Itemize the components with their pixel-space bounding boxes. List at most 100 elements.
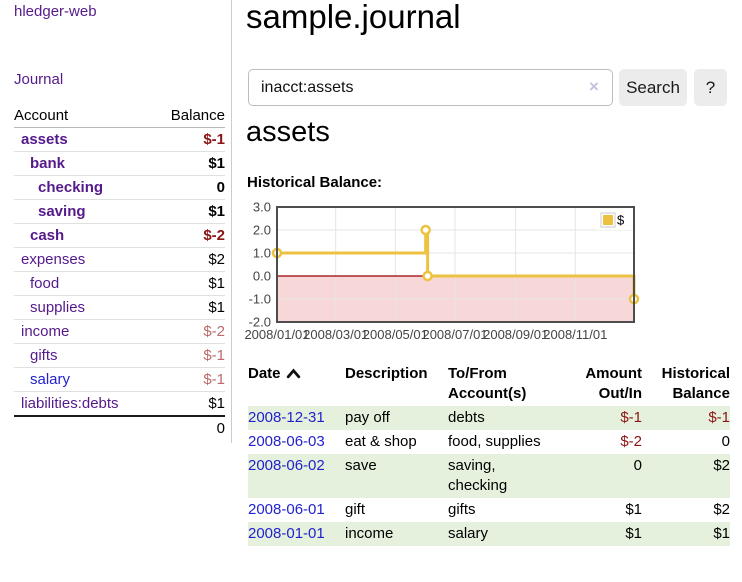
register-accounts-cell: debts — [448, 409, 485, 426]
y-axis-tick-label: 2.0 — [253, 223, 271, 238]
register-table: Date Description To/From Account(s) Amou… — [248, 363, 730, 546]
account-balance: $1 — [152, 151, 225, 176]
page-title: sample.journal — [246, 0, 461, 35]
register-accounts-cell: saving, checking — [448, 457, 508, 494]
app-title-link[interactable]: hledger-web — [14, 3, 97, 20]
account-link[interactable]: cash — [30, 227, 65, 244]
register-description-cell: save — [345, 457, 377, 474]
register-amount-cell: $-1 — [620, 409, 642, 426]
account-row: saving $1 — [14, 199, 225, 224]
register-date-cell: 2008-12-31 — [248, 406, 345, 430]
account-balance: $1 — [152, 271, 225, 296]
transaction-date-link[interactable]: 2008-01-01 — [248, 525, 325, 542]
transaction-date-link[interactable]: 2008-12-31 — [248, 409, 325, 426]
x-axis-tick-label: 2008/11/01 — [543, 327, 607, 342]
accounts-header-row: Account Balance — [14, 104, 225, 128]
account-balance: $-1 — [152, 367, 225, 392]
register-balance-cell: $2 — [713, 501, 730, 518]
legend-series-label: $ — [617, 213, 625, 228]
account-row: gifts $-1 — [14, 343, 225, 368]
col-balance: Historical Balance — [661, 365, 730, 402]
account-balance: $1 — [152, 391, 225, 417]
account-cell: gifts — [14, 343, 153, 368]
account-row: assets $-1 — [14, 127, 225, 152]
account-link[interactable]: expenses — [21, 251, 86, 268]
register-amount-cell: 0 — [633, 457, 642, 474]
sidebar-nav: Journal — [14, 71, 63, 88]
account-row: bank $1 — [14, 151, 225, 176]
historical-balance-chart: $3.0 2.0 1.0 0.0 -1.0 -2.02008/01/012008/03/0… — [244, 200, 640, 342]
register-description-cell: income — [345, 525, 394, 542]
sidebar: hledger-web Journal Account Balance asse… — [0, 0, 232, 443]
register-accounts-cell: gifts — [448, 501, 476, 518]
register-row: 2008-06-02 save saving, checking 0 $2 — [248, 454, 730, 498]
account-link[interactable]: saving — [38, 203, 86, 220]
account-row: income $-2 — [14, 319, 225, 344]
account-row: checking 0 — [14, 175, 225, 200]
account-balance: 0 — [152, 175, 225, 200]
x-axis-tick-label: 2008/07/01 — [422, 327, 487, 342]
register-date-cell: 2008-06-01 — [248, 498, 345, 522]
search-input[interactable] — [248, 69, 613, 106]
accounts-table: Account Balance assets $-1 bank $1 checking 0… — [14, 104, 225, 440]
account-link[interactable]: salary — [30, 371, 71, 388]
app-title: hledger-web — [14, 3, 97, 20]
sort-ascending-icon — [286, 368, 300, 379]
x-axis-tick-label: 2008/09/01 — [483, 327, 548, 342]
account-cell: income — [14, 319, 153, 344]
account-cell: liabilities:debts — [14, 391, 153, 417]
plot-border — [276, 206, 635, 323]
register-row: 2008-12-31 pay off debts $-1 $-1 — [248, 406, 730, 430]
account-link[interactable]: income — [21, 323, 70, 340]
y-axis-tick-label: 0.0 — [253, 269, 271, 284]
account-cell: supplies — [14, 295, 153, 320]
account-row: supplies $1 — [14, 295, 225, 320]
account-link[interactable]: checking — [38, 179, 104, 196]
account-cell: food — [14, 271, 153, 296]
account-row: liabilities:debts $1 — [14, 391, 225, 417]
account-link[interactable]: bank — [30, 155, 66, 172]
search-button[interactable]: Search — [619, 69, 687, 106]
account-cell: salary — [14, 367, 153, 392]
data-point — [420, 224, 431, 236]
account-link[interactable]: assets — [21, 131, 68, 148]
register-accounts-cell: salary — [448, 525, 489, 542]
account-balance: $1 — [152, 199, 225, 224]
account-cell: bank — [14, 151, 153, 176]
col-description: Description — [345, 365, 428, 382]
account-row: expenses $2 — [14, 247, 225, 272]
register-accounts-cell: food, supplies — [448, 433, 541, 450]
account-balance: $-1 — [152, 343, 225, 368]
account-link[interactable]: gifts — [30, 347, 58, 364]
accounts-header-account: Account — [14, 104, 153, 128]
register-header-row: Date Description To/From Account(s) Amou… — [248, 363, 730, 406]
account-balance: $-1 — [152, 127, 225, 152]
transaction-date-link[interactable]: 2008-06-01 — [248, 501, 325, 518]
account-cell: checking — [14, 175, 153, 200]
nav-journal-link[interactable]: Journal — [14, 71, 64, 88]
clear-search-icon[interactable]: × — [589, 77, 599, 96]
account-row: food $1 — [14, 271, 225, 296]
help-button[interactable]: ? — [694, 69, 727, 106]
register-description-cell: pay off — [345, 409, 390, 426]
register-balance-cell: $1 — [713, 525, 730, 542]
register-amount-cell: $1 — [625, 525, 642, 542]
search-form: × Search ? — [248, 69, 728, 107]
register-row: 2008-06-03 eat & shop food, supplies $-2 0 — [248, 430, 730, 454]
y-axis-tick-label: 3.0 — [253, 200, 271, 215]
transaction-date-link[interactable]: 2008-06-03 — [248, 433, 325, 450]
account-link[interactable]: liabilities:debts — [21, 395, 119, 412]
legend-series-swatch-icon — [603, 215, 613, 225]
col-accounts: To/From Account(s) — [448, 365, 527, 402]
account-link[interactable]: supplies — [30, 299, 86, 316]
accounts-total-value: 0 — [216, 420, 225, 437]
account-row: salary $-1 — [14, 367, 225, 392]
account-link[interactable]: food — [30, 275, 60, 292]
col-date[interactable]: Date — [248, 363, 345, 406]
register-description-cell: gift — [345, 501, 366, 518]
register-amount-cell: $-2 — [620, 433, 642, 450]
register-amount-cell: $1 — [625, 501, 642, 518]
x-axis-tick-label: 2008/03/01 — [303, 327, 368, 342]
transaction-date-link[interactable]: 2008-06-02 — [248, 457, 325, 474]
